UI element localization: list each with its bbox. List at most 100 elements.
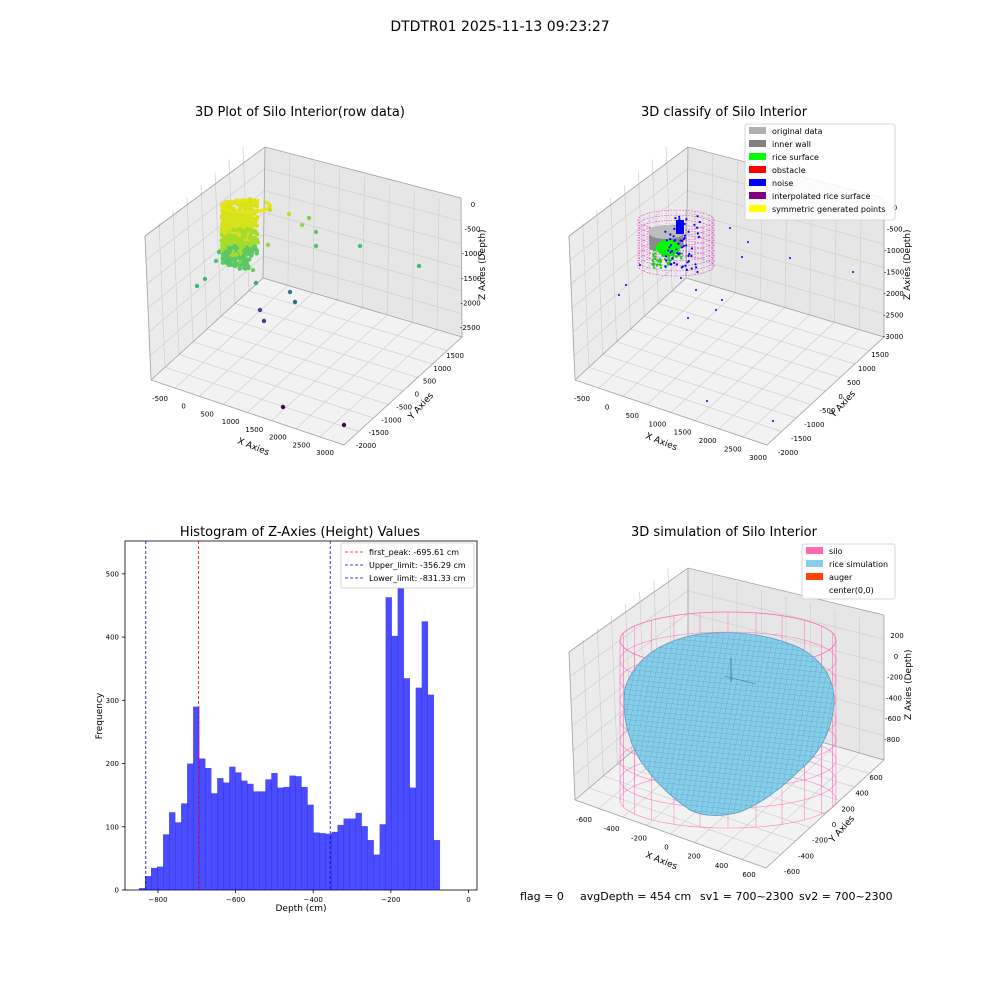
noise-point [685, 268, 689, 271]
x-tick-label: -400 [604, 825, 620, 833]
point [221, 206, 226, 210]
noise-point [673, 261, 676, 264]
noise-point [721, 299, 723, 301]
z-tick-label: -2500 [460, 324, 480, 332]
histogram-bar [277, 787, 284, 890]
y-tick-label: 100 [106, 823, 119, 831]
noise-point [685, 244, 688, 247]
histogram-bar [355, 812, 362, 890]
noise-point [674, 217, 677, 220]
noise-point [683, 244, 686, 247]
histogram-bar [403, 678, 410, 890]
noise-point [625, 284, 627, 286]
mesh-line [713, 632, 755, 816]
x-tick-label: 0 [605, 403, 609, 411]
point [245, 226, 250, 231]
y-tick-label: 600 [869, 774, 882, 782]
noise-point [696, 215, 699, 218]
mesh-line [664, 632, 705, 816]
legend-swatch [749, 192, 766, 199]
x-tick-label: -600 [576, 816, 592, 824]
z-tick-label: -2500 [883, 312, 903, 320]
noise-point [667, 249, 670, 252]
point [235, 221, 240, 227]
classify-3d-y-ticks: 1500 1000 500 0-500 -1000 -1500 -2000 [778, 351, 889, 457]
histogram-bar [427, 694, 435, 890]
y-tick-label: 200 [106, 760, 119, 768]
noise-point [698, 220, 701, 224]
raw-3d-xlabel: X Axies [236, 437, 271, 459]
noise-point [675, 248, 678, 251]
noise-point [672, 235, 675, 238]
noise-point [687, 260, 690, 263]
rice-point [660, 250, 663, 254]
noise-point [747, 241, 749, 243]
histogram-bar [385, 597, 392, 890]
x-tick-label: −600 [226, 896, 245, 904]
x-tick-label: 500 [626, 412, 639, 420]
noise-point [696, 226, 699, 229]
rice-point [654, 255, 657, 258]
point [239, 217, 244, 223]
point [234, 198, 239, 203]
histogram-bar [247, 783, 254, 890]
mesh-line [757, 632, 799, 816]
point [250, 202, 255, 208]
noise-point [618, 294, 620, 296]
histogram-bar [259, 791, 266, 890]
histogram-bar [144, 876, 152, 890]
z-tick-label: -2000 [460, 299, 480, 307]
footer-sv2: sv2 = 700~2300 [799, 890, 893, 903]
mesh-line [669, 632, 711, 816]
noise-point [772, 420, 774, 422]
legend-swatch [749, 153, 766, 160]
y-tick-label: 400 [106, 634, 119, 642]
y-tick-label: 200 [841, 805, 854, 813]
mesh-line [697, 632, 738, 816]
rice-point [680, 252, 684, 255]
noise-point [669, 263, 672, 266]
point [253, 209, 258, 214]
z-tick-label: -3000 [883, 333, 903, 341]
point [306, 215, 312, 221]
point [229, 214, 234, 220]
point [237, 266, 242, 271]
mesh-line [624, 717, 835, 741]
x-tick-label: 2500 [724, 446, 742, 454]
noise-point [706, 400, 708, 402]
histogram-bar [169, 812, 176, 890]
rice-point [652, 249, 656, 252]
rice-point [666, 253, 669, 256]
histogram-bar [433, 840, 441, 890]
classify-3d-z-ticks: 0-500-1000-1500-2000-2500-3000 [883, 204, 905, 341]
simulation-3d-z-ticks: 200 0 -200 -400 -600 -800 [884, 632, 904, 744]
noise-cluster [676, 220, 684, 234]
simulation-3d-zlabel: Z Axies (Depth) [904, 649, 914, 720]
histogram-x-ticks: −800 −600 −400 −200 0 [148, 890, 471, 904]
point [238, 202, 243, 207]
noise-point [693, 223, 696, 226]
rice-point [675, 255, 679, 258]
x-tick-label: 3000 [749, 454, 767, 462]
point [249, 210, 254, 214]
legend-label: inner wall [772, 140, 811, 149]
point [242, 265, 247, 271]
z-tick-label: -2000 [883, 290, 903, 298]
x-tick-label: 2000 [699, 437, 717, 445]
histogram-bar [265, 779, 272, 890]
x-tick-label: 0 [466, 896, 470, 904]
point [264, 200, 268, 205]
mesh-line [680, 632, 722, 816]
x-tick-label: 1000 [222, 418, 240, 426]
mesh-line [746, 632, 788, 816]
histogram-bar [361, 826, 368, 890]
point [231, 227, 236, 232]
point [223, 211, 228, 217]
rice-point [653, 266, 656, 270]
noise-point [665, 255, 668, 258]
y-tick-label: 1500 [871, 351, 889, 359]
simulation-3d-panel: 3D simulation of Silo Interior -600-400-… [568, 525, 914, 879]
x-tick-label: 0 [181, 403, 185, 411]
rice-point [672, 251, 676, 255]
legend-label: interpolated rice surface [772, 192, 870, 201]
